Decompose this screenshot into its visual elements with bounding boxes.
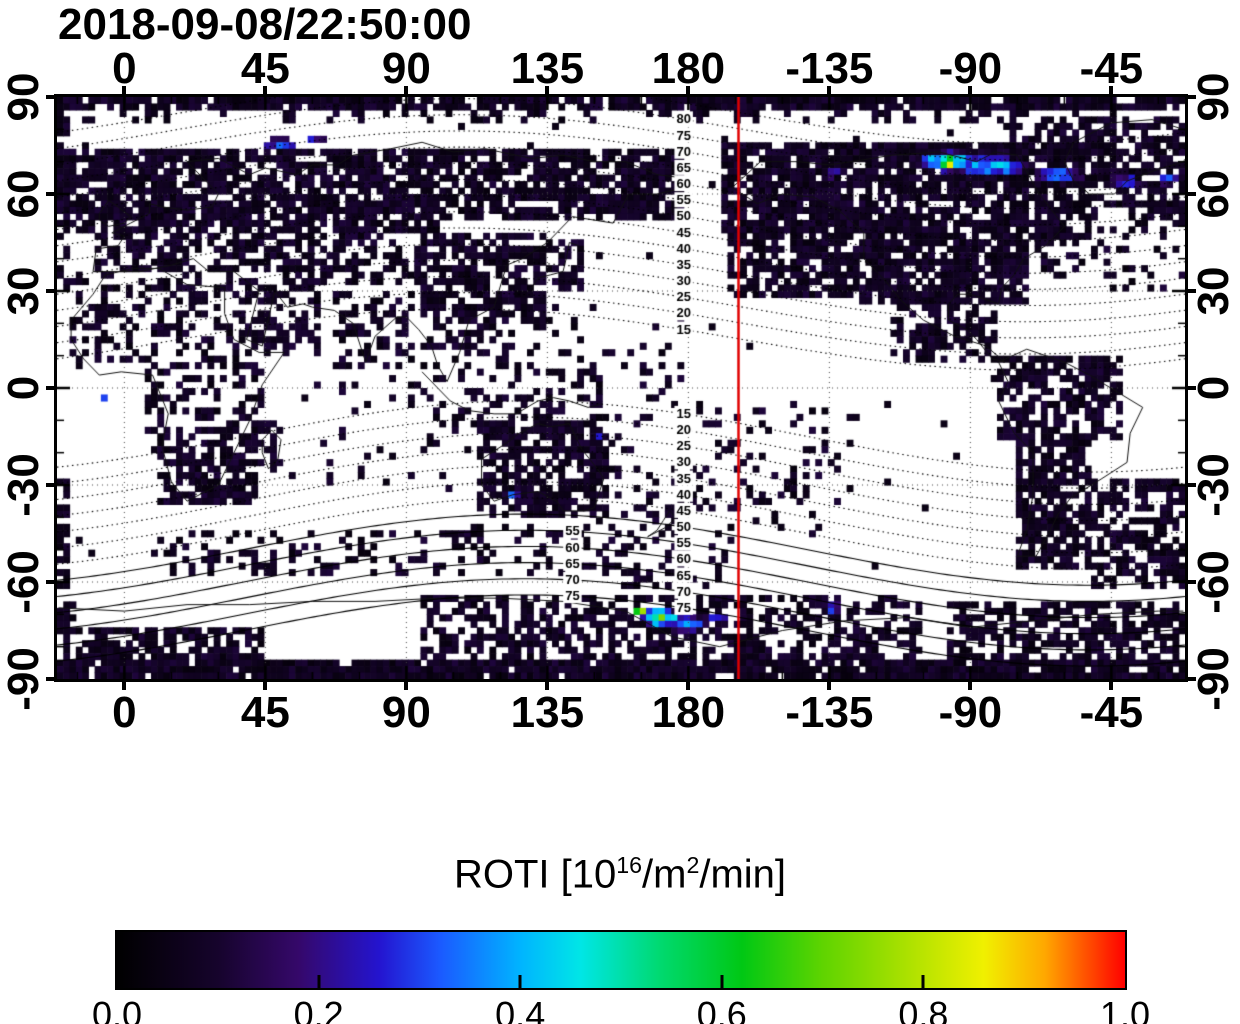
roti-map-canvas — [57, 97, 1185, 679]
lon-tick-label-bottom-0: 0 — [112, 688, 137, 737]
lat-tick-stub-right — [1188, 677, 1196, 681]
lon-tick-label-bottom-180: 180 — [651, 688, 726, 737]
lon-tick-stub-top — [968, 86, 973, 94]
lat-tick-label-right-30: 30 — [1189, 266, 1238, 316]
lat-tick-label-left--30: -30 — [0, 453, 48, 517]
lon-tick-stub-top — [827, 86, 832, 94]
lat-tick-stub-right — [1188, 580, 1196, 584]
lat-tick-label-left-60: 60 — [0, 169, 48, 219]
lon-tick-stub-top — [404, 86, 409, 94]
colorbar-label-suffix: /min] — [699, 852, 787, 897]
lat-tick-label-right--30: -30 — [1189, 453, 1238, 517]
lat-tick-label-left--90: -90 — [0, 647, 48, 711]
colorbar-label-exponent: 16 — [616, 852, 643, 878]
lon-tick-stub-bottom — [545, 682, 550, 690]
lon-tick-label-bottom-135: 135 — [510, 688, 585, 737]
lat-tick-label-right--90: -90 — [1189, 647, 1238, 711]
lon-tick-stub-top — [686, 86, 691, 94]
lon-tick-label-bottom--45: -45 — [1079, 688, 1144, 737]
lat-tick-stub-left — [46, 483, 54, 487]
lon-tick-stub-bottom — [968, 682, 973, 690]
colorbar-label-mid: /m — [642, 852, 687, 897]
lon-tick-label-bottom--90: -90 — [938, 688, 1003, 737]
colorbar-label-prefix: ROTI [10 — [453, 852, 617, 897]
lon-tick-stub-bottom — [827, 682, 832, 690]
lon-tick-label-top-0: 0 — [112, 44, 137, 93]
colorbar-tick-label-0.4: 0.4 — [495, 994, 546, 1024]
lon-tick-stub-top — [122, 86, 127, 94]
colorbar-title: ROTI [1016/m2/min] — [0, 852, 1240, 897]
lon-tick-stub-bottom — [122, 682, 127, 690]
lon-tick-label-top-90: 90 — [381, 44, 431, 93]
colorbar-tick-mark — [317, 975, 321, 988]
lon-tick-stub-top — [545, 86, 550, 94]
colorbar-tick-mark — [921, 975, 925, 988]
colorbar-label-squared: 2 — [686, 852, 700, 878]
lon-tick-label-bottom--135: -135 — [785, 688, 874, 737]
lat-tick-stub-right — [1188, 95, 1196, 99]
timestamp-title: 2018-09-08/22:50:00 — [58, 0, 472, 49]
lon-tick-stub-top — [1109, 86, 1114, 94]
lat-tick-stub-right — [1188, 289, 1196, 293]
lat-tick-stub-left — [46, 677, 54, 681]
lat-tick-label-right--60: -60 — [1189, 550, 1238, 614]
lat-tick-label-right-60: 60 — [1189, 169, 1238, 219]
lat-tick-label-right-0: 0 — [1189, 375, 1238, 401]
lat-tick-stub-left — [46, 289, 54, 293]
lon-tick-stub-bottom — [686, 682, 691, 690]
lat-tick-label-left-90: 90 — [0, 72, 48, 122]
colorbar-tick-label-0.6: 0.6 — [696, 994, 747, 1024]
lat-tick-stub-left — [46, 580, 54, 584]
colorbar-tick-label-0.8: 0.8 — [898, 994, 949, 1024]
lat-tick-label-left--60: -60 — [0, 550, 48, 614]
lon-tick-label-bottom-45: 45 — [240, 688, 290, 737]
colorbar-tick-label-0.2: 0.2 — [293, 994, 344, 1024]
lon-tick-label-top-135: 135 — [510, 44, 585, 93]
lon-tick-stub-bottom — [404, 682, 409, 690]
colorbar-tick-label-1.0: 1.0 — [1099, 994, 1151, 1024]
lat-tick-label-right-90: 90 — [1189, 72, 1238, 122]
lat-tick-stub-left — [46, 95, 54, 99]
lon-tick-label-top-180: 180 — [651, 44, 726, 93]
lat-tick-stub-right — [1188, 386, 1196, 390]
lon-tick-stub-top — [263, 86, 268, 94]
lon-tick-label-top--135: -135 — [785, 44, 874, 93]
lon-tick-label-top-45: 45 — [240, 44, 290, 93]
lat-tick-label-left-0: 0 — [0, 375, 48, 401]
colorbar-tick-label-0.0: 0.0 — [91, 994, 143, 1024]
colorbar-tick-mark — [720, 975, 724, 988]
lon-tick-label-bottom-90: 90 — [381, 688, 431, 737]
lon-tick-label-top--45: -45 — [1079, 44, 1144, 93]
lon-tick-stub-bottom — [263, 682, 268, 690]
lon-tick-stub-bottom — [1109, 682, 1114, 690]
lon-tick-label-top--90: -90 — [938, 44, 1003, 93]
colorbar-tick-mark — [518, 975, 522, 988]
map-frame — [54, 94, 1188, 682]
lat-tick-stub-left — [46, 192, 54, 196]
colorbar — [115, 930, 1127, 990]
lat-tick-stub-right — [1188, 192, 1196, 196]
lat-tick-stub-left — [46, 386, 54, 390]
lat-tick-stub-right — [1188, 483, 1196, 487]
lat-tick-label-left-30: 30 — [0, 266, 48, 316]
